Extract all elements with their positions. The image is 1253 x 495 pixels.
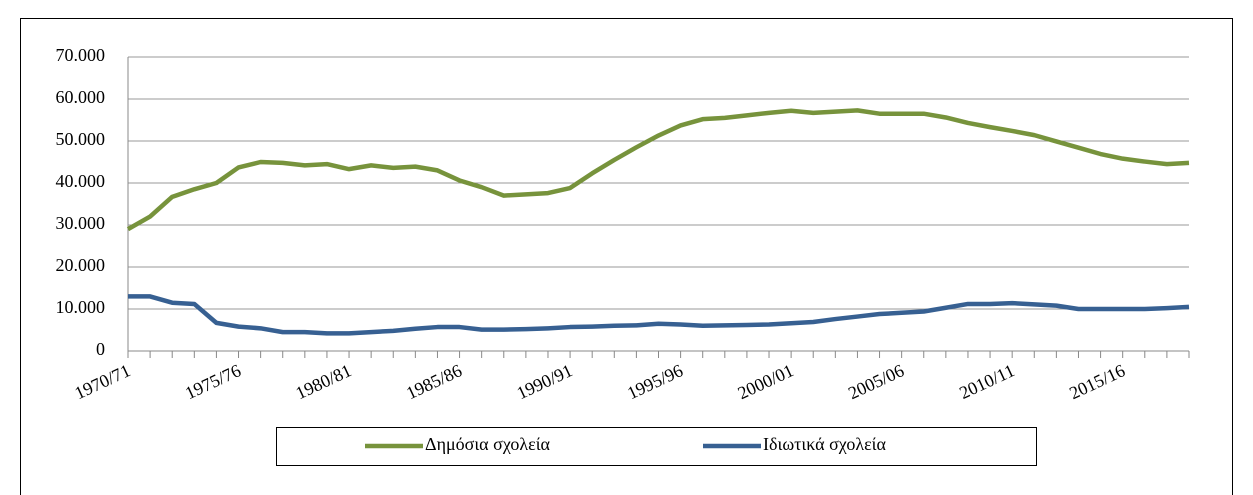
y-tick-label: 30.000 [56, 213, 106, 233]
y-tick-label: 70.000 [56, 45, 106, 65]
y-tick-label: 60.000 [56, 87, 106, 107]
x-tick-label: 2015/16 [1066, 360, 1128, 403]
legend-label: Ιδιωτικά σχολεία [763, 434, 887, 454]
x-tick-label: 1975/76 [182, 360, 244, 403]
series-line [126, 108, 1190, 232]
x-tick-label: 2010/11 [956, 360, 1017, 403]
x-tick-label: 1995/96 [624, 360, 686, 403]
x-tick-label: 2000/01 [735, 360, 797, 403]
x-tick-label: 1970/71 [71, 360, 133, 403]
series-line [128, 294, 1190, 336]
x-tick-label: 1980/81 [293, 360, 355, 403]
legend-label: Δημόσια σχολεία [425, 434, 551, 454]
x-tick-label: 1990/91 [514, 360, 576, 403]
y-tick-label: 10.000 [56, 297, 106, 317]
y-tick-label: 50.000 [56, 129, 106, 149]
x-tick-label: 2005/06 [845, 360, 907, 403]
x-tick-label: 1985/86 [403, 360, 465, 403]
chart-frame [20, 18, 1233, 495]
y-tick-label: 0 [96, 339, 105, 359]
y-tick-label: 40.000 [56, 171, 106, 191]
legend: Δημόσια σχολεία Ιδιωτικά σχολεία [276, 427, 1037, 466]
y-tick-label: 20.000 [56, 255, 106, 275]
